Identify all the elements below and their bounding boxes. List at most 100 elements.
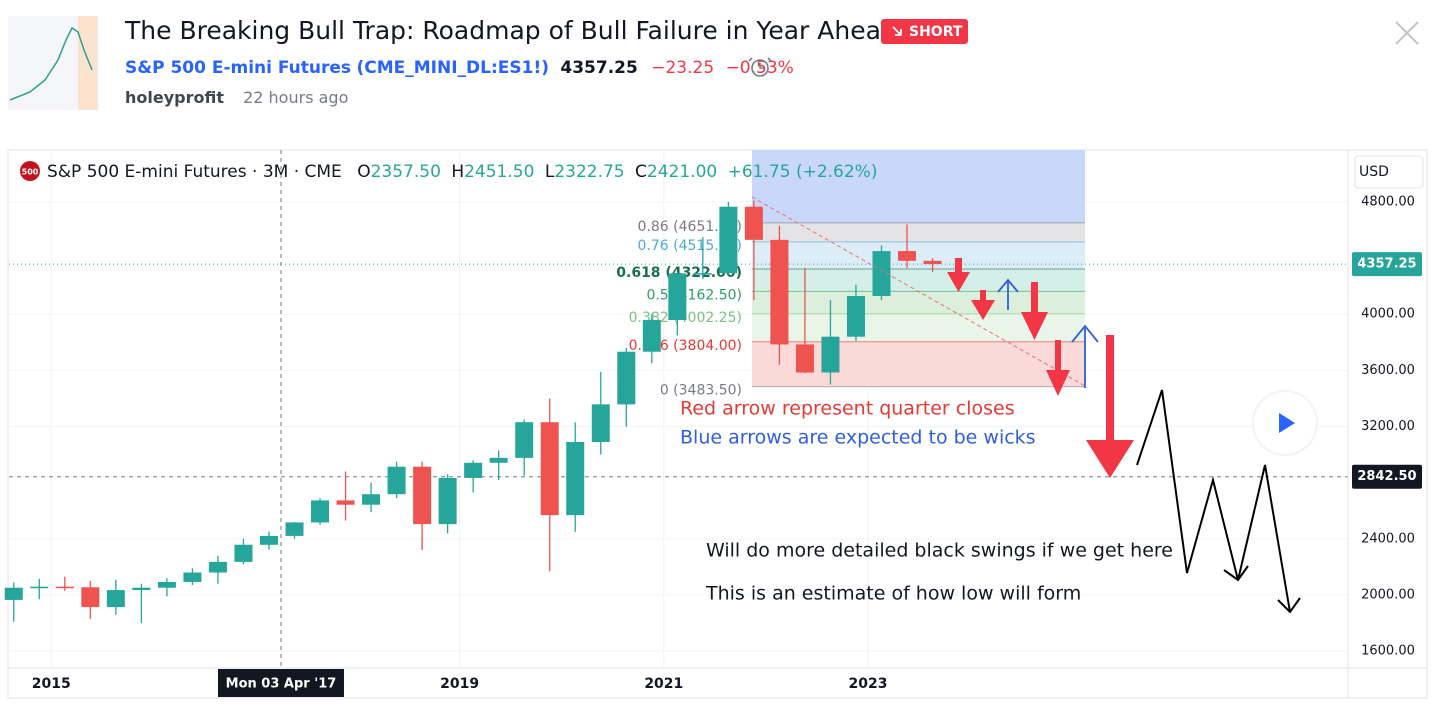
fib-band [752,269,1085,292]
drawings [751,196,1301,614]
candle-body [898,251,917,261]
candle-body [617,351,636,405]
change: −23.25 [651,58,714,78]
candle-body [693,273,712,275]
y-tick-label: 4800.00 [1361,194,1415,209]
candle-body [744,206,763,240]
fib-label: 0.5 (4162.50) [646,287,742,303]
red-arrow [1021,282,1048,340]
candle-body [770,239,789,345]
ohlc-value: 2322.75 [554,162,624,182]
short-icon [892,26,902,36]
fib-label: 0 (3483.50) [660,383,742,399]
legend-name: S&P 500 E-mini Futures · 3M · CME [47,162,342,182]
candle-body [336,500,355,505]
legend-line: S&P 500 E-mini Futures · 3M · CME O2357.… [47,162,877,182]
candle-body [55,586,74,589]
y-tick-label: 4000.00 [1361,307,1415,322]
candle-body [489,457,508,463]
candle-body [846,295,865,337]
candle-body [719,206,738,274]
ohlc-label: C [635,162,647,182]
candle-body [387,466,406,495]
candle-body [362,494,381,505]
thumbnail[interactable] [8,16,98,110]
x-tick-label: 2023 [848,676,887,692]
meta-line: holeyprofit 22 hours ago [125,88,348,107]
candle-body [795,344,814,373]
symbol[interactable]: S&P 500 E-mini Futures [125,58,351,78]
candle-body [234,544,253,562]
red-arrow [1046,340,1070,396]
short-badge [881,19,968,44]
idea-title: The Breaking Bull Trap: Roadmap of Bull … [124,16,905,45]
fib-band [752,222,1085,242]
blue-arrow [1071,324,1099,388]
ohlc-label: H [451,162,464,182]
replay-button[interactable] [1252,390,1318,456]
currency: USD [1359,164,1389,180]
blue-arrow [997,278,1019,310]
annotation: Red arrow represent quarter closes [680,398,1015,420]
candle-body [81,587,100,608]
currency-box[interactable] [1354,155,1424,189]
blue-arrows [997,278,1099,388]
candle-body [30,586,49,589]
fib-top-zone [752,150,1085,223]
annotation: Blue arrows are expected to be wicks [680,427,1036,449]
close-button[interactable] [1395,21,1419,45]
chart-frame [7,149,1428,699]
alert-circle [751,59,769,77]
candle-body [157,581,176,588]
candle-body [132,587,151,591]
black-swings [1136,389,1301,614]
candle-body [208,561,227,573]
swing-arrowheads [1223,565,1301,614]
ohlc-value: 2357.50 [371,162,441,182]
candle-body [872,251,891,296]
price: 4357.25 [560,58,637,78]
candle-body [4,587,23,600]
y-tick-label: 3600.00 [1361,363,1415,378]
candle-body [591,404,610,442]
plot: 1600.00 2000.00 2400.00 3200.00 3600.00 4000.… [4,150,1415,692]
candle-body [285,522,304,536]
thumbnail-line [9,26,93,101]
candle-body [515,422,534,458]
author[interactable]: holeyprofit [125,88,224,107]
short-label: SHORT [909,24,963,40]
y-tick-label: 1600.00 [1361,644,1415,659]
ticker[interactable]: (CME_MINI_DL:ES1!) [356,58,549,78]
last-price-tag [1352,252,1422,277]
fib-label: 0.86 (4651.25) [638,219,742,235]
crosshair-price-tag [1352,464,1422,489]
candle-body [668,273,687,320]
red-arrow [1086,335,1134,478]
alert-hands [748,57,772,69]
annotation: Will do more detailed black swings if we… [706,540,1173,562]
x-tick-label: 2021 [644,676,683,692]
ohlc-value: 2451.50 [464,162,534,182]
ohlc-label: O [357,162,370,182]
candle-body [464,462,483,478]
candle-body [642,319,661,352]
x-tick-label: 2019 [440,676,479,692]
thumbnail-zone [78,16,98,110]
candle-body [413,466,432,525]
fib-band [752,291,1085,314]
candle-body [540,422,559,516]
y-tick-label: 3200.00 [1361,419,1415,434]
red-arrow [947,258,970,292]
time: 22 hours ago [243,88,348,107]
candle-body [106,590,125,608]
candle-body [923,260,942,265]
last-price-label: 4357.25 [1357,257,1416,272]
crosshair-price-label: 2842.50 [1357,469,1416,484]
trend-line [751,196,1086,387]
swing-line [1136,389,1291,613]
alert-icon[interactable] [748,57,772,77]
annotation: This is an estimate of how low will form [705,583,1081,605]
candle-body [183,572,202,582]
fib-label: 0.618 (4322.00) [616,265,742,281]
fib-label: 0.76 (4515.25) [638,238,742,254]
